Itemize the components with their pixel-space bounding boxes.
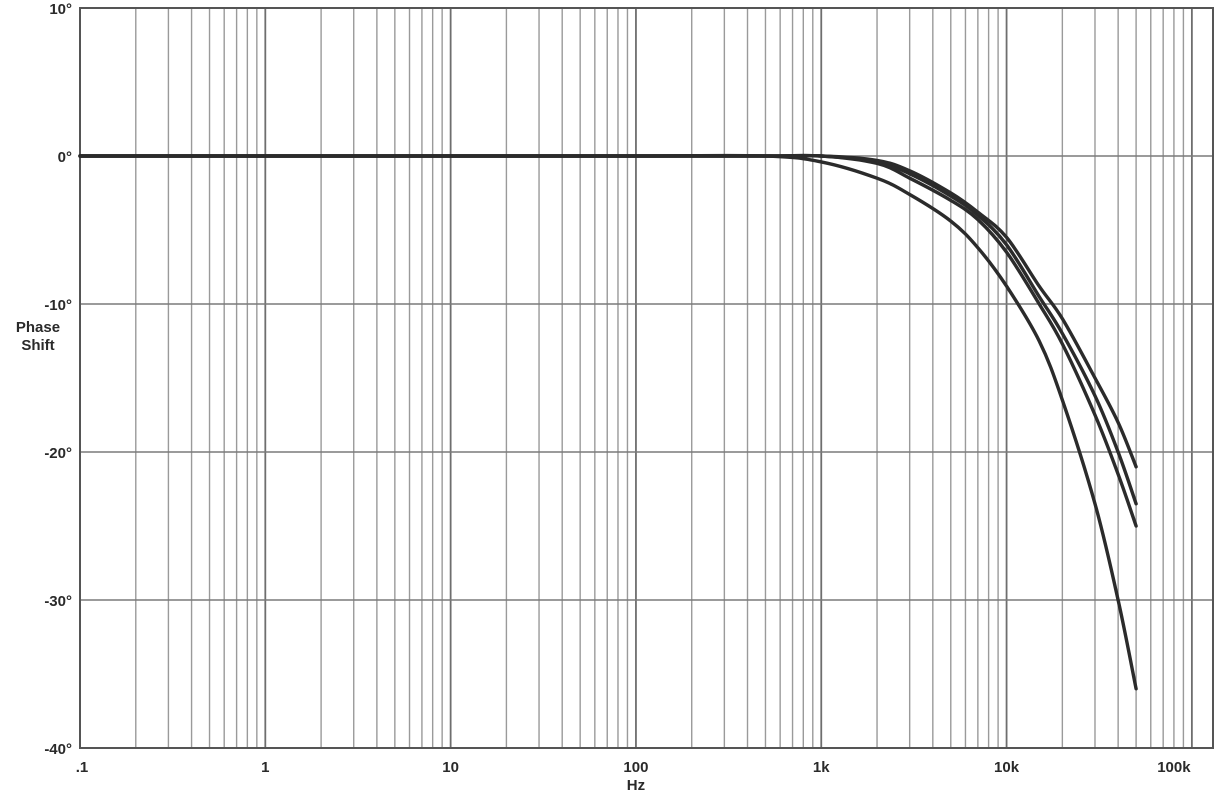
x-tick-label: .1 (76, 759, 89, 776)
x-tick-label: 10k (994, 759, 1020, 776)
x-tick-label: 1 (261, 759, 269, 776)
y-axis-title-line-1: Phase (16, 319, 60, 336)
y-tick-label: -20° (44, 445, 72, 462)
y-tick-label: -30° (44, 593, 72, 610)
x-tick-label: 100 (623, 759, 648, 776)
y-tick-labels: 10° 0° -10° -20° -30° -40° (44, 1, 72, 758)
y-tick-label: 10° (49, 1, 72, 18)
x-tick-label: 1k (813, 759, 830, 776)
x-tick-labels: .1 1 10 100 1k 10k 100k (76, 759, 1191, 776)
x-axis-title: Hz (627, 777, 645, 794)
phase-curve-4 (78, 153, 1138, 691)
y-tick-label: -40° (44, 741, 72, 758)
y-axis-title-line-2: Shift (21, 337, 54, 354)
x-tick-label: 100k (1157, 759, 1191, 776)
minor-grid (135, 8, 1185, 748)
y-tick-label: -10° (44, 297, 72, 314)
series-group (78, 153, 1138, 691)
plot-frame (79, 7, 1214, 749)
major-grid (79, 7, 1213, 749)
y-tick-label: 0° (58, 149, 72, 166)
x-tick-label: 10 (442, 759, 459, 776)
